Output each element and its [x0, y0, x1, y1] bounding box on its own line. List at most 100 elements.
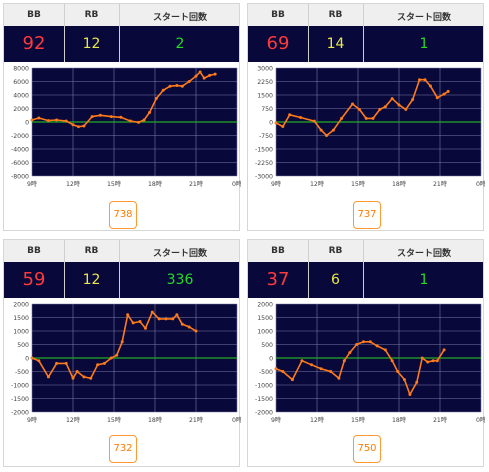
- rb-count: 12: [82, 36, 101, 52]
- data-point: [161, 88, 165, 92]
- data-point: [325, 134, 329, 137]
- x-tick-label: 9時: [271, 417, 281, 424]
- data-point: [337, 376, 341, 380]
- total-games-badge[interactable]: 750: [353, 435, 381, 463]
- y-tick-label: 500: [261, 342, 273, 349]
- panel-values: 92 12 2: [4, 26, 239, 62]
- y-tick-label: -1000: [11, 383, 29, 390]
- data-point: [64, 119, 68, 123]
- data-point: [351, 102, 355, 106]
- data-point: [331, 128, 335, 132]
- y-tick-label: -1500: [11, 396, 29, 403]
- bb-count: 69: [266, 33, 290, 54]
- y-tick-label: 0: [25, 120, 29, 127]
- data-point: [418, 78, 421, 82]
- x-tick-label: 12時: [310, 417, 324, 424]
- start-label: スタート回数: [396, 249, 451, 259]
- x-tick-label: 9時: [271, 181, 281, 188]
- y-tick-label: -3000: [255, 174, 273, 181]
- data-point: [390, 97, 394, 101]
- y-tick-label: -2250: [255, 160, 273, 167]
- data-point: [30, 118, 34, 122]
- bb-count: 92: [22, 33, 46, 54]
- total-games-badge[interactable]: 737: [353, 201, 381, 229]
- data-point: [348, 351, 352, 355]
- data-point: [319, 367, 323, 371]
- x-tick-label: 12時: [66, 181, 80, 188]
- panel-header: BB RB スタート回数: [248, 4, 483, 26]
- rb-label: RB: [84, 10, 99, 20]
- rb-label: RB: [84, 246, 99, 256]
- divider: [119, 4, 120, 62]
- data-point: [402, 378, 406, 382]
- start-label: スタート回数: [396, 13, 451, 23]
- panel-header: BB RB スタート回数: [4, 4, 239, 26]
- x-tick-label: 15時: [107, 181, 121, 188]
- y-tick-label: -2000: [255, 410, 273, 417]
- total-games-badge[interactable]: 738: [109, 201, 137, 229]
- data-point: [274, 121, 278, 125]
- start-count: 1: [419, 36, 429, 52]
- x-tick-label: 18時: [392, 181, 406, 188]
- y-tick-label: 2250: [257, 79, 273, 86]
- y-tick-label: -6000: [11, 160, 29, 167]
- x-tick-label: 12時: [66, 417, 80, 424]
- data-point: [90, 115, 94, 119]
- x-tick-label: 9時: [27, 417, 37, 424]
- y-tick-label: -4000: [11, 147, 29, 154]
- data-point: [423, 78, 427, 82]
- data-point: [175, 313, 179, 317]
- x-tick-label: 9時: [27, 181, 37, 188]
- data-point: [435, 96, 439, 100]
- y-tick-label: 3000: [257, 66, 273, 73]
- y-tick-label: -750: [259, 133, 273, 140]
- rb-count: 6: [331, 272, 340, 288]
- data-point: [46, 375, 50, 379]
- data-point: [157, 317, 161, 321]
- data-point: [288, 113, 292, 117]
- divider: [64, 4, 65, 62]
- x-tick-label: 15時: [351, 417, 365, 424]
- y-tick-label: -2000: [11, 410, 29, 417]
- data-point: [442, 348, 446, 352]
- data-point: [290, 378, 294, 382]
- bb-label: BB: [27, 246, 41, 256]
- data-point: [187, 80, 191, 83]
- data-point: [274, 367, 278, 371]
- bb-count: 59: [22, 269, 46, 290]
- y-tick-label: -1500: [255, 396, 273, 403]
- data-point: [131, 321, 135, 325]
- rb-count: 12: [82, 272, 101, 288]
- y-tick-label: 750: [261, 106, 273, 113]
- y-tick-label: 1000: [13, 329, 29, 336]
- total-games-badge[interactable]: 732: [109, 435, 137, 463]
- y-tick-label: -500: [259, 369, 273, 376]
- y-tick-label: 500: [17, 342, 29, 349]
- rb-label: RB: [328, 10, 343, 20]
- data-point: [164, 317, 168, 321]
- data-point: [37, 359, 41, 363]
- data-point: [37, 116, 41, 120]
- data-point: [340, 116, 344, 120]
- data-point: [404, 107, 408, 111]
- panel-values: 37 6 1: [248, 262, 483, 298]
- x-tick-label: 21時: [433, 417, 447, 424]
- data-point: [312, 119, 316, 123]
- x-tick-label: 21時: [433, 181, 447, 188]
- data-point: [390, 359, 394, 363]
- data-point: [428, 84, 432, 88]
- divider: [363, 4, 364, 62]
- bb-count: 37: [266, 269, 290, 290]
- start-label: スタート回数: [152, 249, 207, 259]
- data-point: [115, 353, 119, 357]
- divider: [308, 240, 309, 298]
- data-point: [102, 361, 106, 365]
- y-tick-label: 1500: [257, 93, 273, 100]
- data-point: [128, 119, 132, 123]
- data-point: [383, 105, 387, 109]
- data-point: [397, 103, 401, 107]
- data-point: [281, 125, 285, 128]
